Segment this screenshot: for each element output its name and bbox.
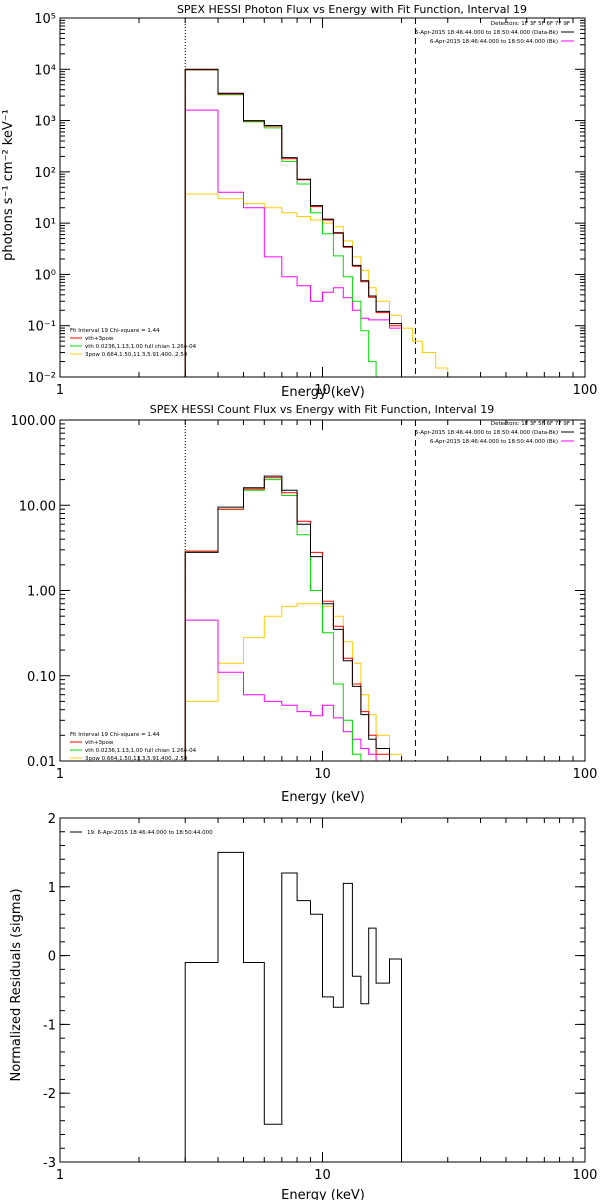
y-tick-label: 10⁵ bbox=[34, 12, 56, 27]
y-tick-label: 0.01 bbox=[27, 755, 56, 770]
y-tick-label: 1 bbox=[48, 881, 56, 896]
fit-info-chisq: Fit Interval 19 Chi-square = 1.44 bbox=[70, 328, 160, 334]
fit-info-chisq: Fit Interval 19 Chi-square = 1.44 bbox=[70, 732, 160, 738]
x-tick-label: 100 bbox=[573, 1168, 598, 1183]
series-3pow bbox=[184, 193, 459, 377]
series-bk bbox=[184, 619, 402, 761]
fit-info-3pow: 3pow 0.664,1.50,11.3,5.91,400.,2.50 bbox=[85, 756, 188, 762]
info-data-interval: 6-Apr-2015 18:46:44.000 to 18:50:44.000 … bbox=[415, 30, 558, 36]
photon-flux-xlabel: Energy (keV) bbox=[281, 385, 365, 400]
photon-flux-fit-info: Fit Interval 19 Chi-square = 1.44 vth+3p… bbox=[70, 328, 197, 358]
residuals-legend-label: 19. 6-Apr-2015 18:46:44.000 to 18:50:44.… bbox=[87, 830, 213, 836]
plot-frame bbox=[59, 17, 586, 378]
y-tick-label: 10.00 bbox=[19, 499, 56, 514]
y-tick-label: -1 bbox=[43, 1018, 56, 1033]
photon-flux-panel: SPEX HESSI Photon Flux vs Energy with Fi… bbox=[1, 3, 597, 400]
y-tick-label: 0.10 bbox=[27, 670, 56, 685]
y-tick-label: 0 bbox=[48, 950, 56, 965]
count-flux-title: SPEX HESSI Count Flux vs Energy with Fit… bbox=[150, 403, 494, 416]
fit-info-3pow: 3pow 0.664,1.50,11.3,5.91,400.,2.50 bbox=[85, 352, 188, 358]
info-detectors: Detectors: 1F 3F 5F 6F 7F 9F bbox=[491, 21, 570, 27]
x-tick-label: 10 bbox=[314, 1168, 331, 1183]
y-tick-label: 10³ bbox=[34, 115, 56, 130]
y-tick-label: 1.00 bbox=[27, 585, 56, 600]
series-3pow bbox=[184, 603, 436, 761]
residuals-xlabel: Energy (keV) bbox=[281, 1188, 365, 1200]
photon-flux-info-box: Detectors: 1F 3F 5F 6F 7F 9F 6-Apr-2015 … bbox=[415, 21, 574, 45]
x-tick-label: 1 bbox=[56, 1168, 64, 1183]
fit-info-vth: vth 0.0236,1.13,1.00 full chian 1.26e-04 bbox=[85, 748, 197, 754]
x-tick-label: 1 bbox=[56, 767, 64, 782]
y-tick-label: 10⁰ bbox=[34, 268, 56, 283]
fit-info-model: vth+3pow bbox=[85, 740, 114, 746]
fit-info-vth: vth 0.0236,1.13,1.00 full chian 1.26e-04 bbox=[85, 344, 197, 350]
y-tick-label: -2 bbox=[43, 1087, 56, 1102]
x-tick-label: 100 bbox=[573, 767, 598, 782]
info-bk-interval: 6-Apr-2015 18:46:44.000 to 18:50:44.000 … bbox=[430, 39, 558, 45]
y-tick-label: 10⁻¹ bbox=[27, 320, 56, 335]
y-tick-label: 10² bbox=[34, 166, 56, 181]
y-tick-label: 2 bbox=[48, 812, 56, 827]
series-19-6-apr-2015-18-46-44-000-to-18-50-44-000 bbox=[184, 851, 402, 1162]
residuals-ylabel: Normalized Residuals (sigma) bbox=[9, 888, 24, 1081]
photon-flux-title: SPEX HESSI Photon Flux vs Energy with Fi… bbox=[177, 3, 527, 16]
count-flux-xlabel: Energy (keV) bbox=[281, 790, 365, 805]
count-flux-fit-info: Fit Interval 19 Chi-square = 1.44 vth+3p… bbox=[70, 732, 197, 762]
count-flux-panel: SPEX HESSI Count Flux vs Energy with Fit… bbox=[11, 403, 598, 805]
y-tick-label: 100.00 bbox=[11, 414, 57, 429]
x-tick-label: 100 bbox=[573, 383, 598, 398]
x-tick-label: 1 bbox=[56, 383, 64, 398]
photon-flux-ylabel: photons s⁻¹ cm⁻² keV⁻¹ bbox=[1, 109, 16, 261]
info-detectors: Detectors: 1F 3F 5F 6F 7F 9F bbox=[491, 421, 570, 427]
x-tick-label: 10 bbox=[314, 383, 331, 398]
y-tick-label: 10⁴ bbox=[34, 63, 56, 78]
count-flux-info-box: Detectors: 1F 3F 5F 6F 7F 9F 6-Apr-2015 … bbox=[415, 421, 574, 445]
info-bk-interval: 6-Apr-2015 18:46:44.000 to 18:50:44.000 … bbox=[430, 439, 558, 445]
series-vth bbox=[184, 69, 390, 377]
residuals-panel: Normalized Residuals (sigma) Energy (keV… bbox=[9, 812, 597, 1200]
y-tick-label: -3 bbox=[43, 1156, 56, 1171]
info-data-interval: 6-Apr-2015 18:46:44.000 to 18:50:44.000 … bbox=[415, 430, 558, 436]
x-tick-label: 10 bbox=[314, 767, 331, 782]
y-tick-label: 10¹ bbox=[34, 217, 56, 232]
y-tick-label: 10⁻² bbox=[27, 371, 56, 386]
series-data-bk bbox=[184, 475, 402, 761]
fit-info-model: vth+3pow bbox=[85, 336, 114, 342]
series-bk bbox=[184, 109, 402, 377]
series-data-bk bbox=[184, 68, 402, 377]
